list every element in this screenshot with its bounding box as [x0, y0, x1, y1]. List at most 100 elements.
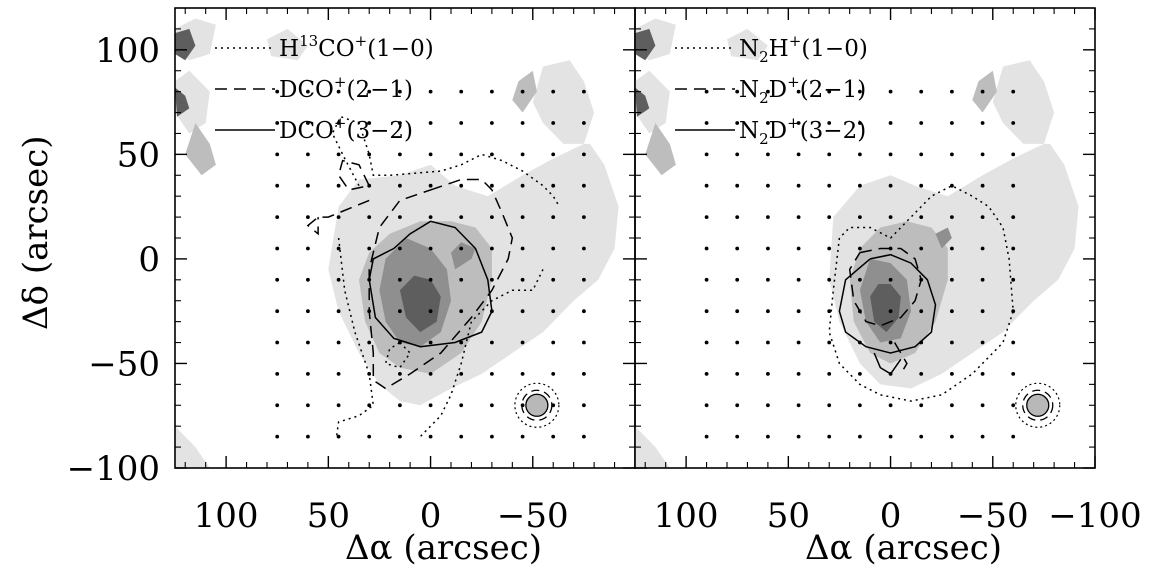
y-tick-label: −50 [88, 344, 160, 384]
intensity-region-level-1 [267, 28, 308, 61]
grid-point [1011, 277, 1016, 282]
left-legend: H13CO+(1−0) DCO+(2−1) DCO+(3−2) [215, 32, 434, 144]
grid-point [827, 152, 832, 157]
grid-point [520, 434, 525, 439]
grid-point [919, 309, 924, 314]
beam-solid [525, 393, 549, 417]
grid-point [827, 183, 832, 188]
grid-point [490, 215, 494, 220]
grid-point [520, 340, 525, 345]
grid-point [520, 372, 525, 376]
grid-point [306, 277, 310, 282]
intensity-region-level-1 [635, 426, 670, 468]
intensity-region-level-1 [727, 28, 768, 61]
grid-point [551, 89, 556, 94]
beam-dashed [1022, 389, 1054, 421]
grid-point [275, 215, 280, 220]
grid-point [827, 277, 832, 282]
grid-point [735, 152, 740, 157]
grid-point [796, 434, 801, 439]
grid-point [919, 215, 924, 220]
grid-point [459, 215, 464, 220]
grid-point [398, 372, 402, 376]
grid-point [275, 372, 280, 376]
grid-point [766, 183, 770, 188]
grid-point [306, 215, 310, 220]
grid-point [520, 215, 525, 220]
grid-point [796, 89, 801, 94]
grid-point [459, 309, 464, 314]
grid-point [980, 340, 985, 345]
grid-point [796, 152, 801, 157]
grid-point [888, 89, 893, 94]
grid-point [306, 340, 310, 345]
grid-point [459, 277, 464, 282]
grid-point [490, 183, 494, 188]
grid-point [275, 403, 280, 408]
grid-point [275, 89, 280, 94]
grid-point [582, 277, 586, 282]
grid-point [1011, 152, 1016, 157]
intensity-region-level-2 [972, 70, 997, 113]
grid-point [336, 152, 341, 157]
grid-point [336, 277, 341, 282]
x-tick-label: 0 [420, 496, 442, 536]
y-tick-label: 0 [138, 240, 160, 280]
grid-point [459, 434, 464, 439]
grid-point [796, 372, 801, 376]
grid-point [735, 246, 740, 251]
grid-point [766, 372, 770, 376]
right-grid-points [704, 89, 1016, 439]
grid-point [459, 121, 464, 125]
grid-point [306, 434, 310, 439]
grid-point [336, 183, 341, 188]
grid-point [1011, 403, 1016, 408]
grid-point [336, 309, 341, 314]
legend-label: N2D+(3−2) [739, 114, 866, 148]
grid-point [275, 340, 280, 345]
grid-point [858, 277, 862, 282]
grid-point [766, 89, 770, 94]
grid-point [582, 403, 586, 408]
grid-point [275, 246, 280, 251]
right-legend: N2H+(1−0) N2D+(2−1) N2D+(3−2) [675, 32, 868, 148]
grid-point [306, 372, 310, 376]
grid-point [796, 309, 801, 314]
right-plot-frame [634, 7, 1096, 469]
legend-label: DCO+(3−2) [279, 114, 413, 144]
grid-point [735, 340, 740, 345]
grid-point [827, 121, 832, 125]
grid-point [398, 309, 402, 314]
right-beam [1015, 382, 1061, 428]
grid-point [306, 403, 310, 408]
grid-point [919, 89, 924, 94]
grid-point [888, 183, 893, 188]
grid-point [551, 246, 556, 251]
grid-point [398, 277, 402, 282]
grid-point [950, 434, 954, 439]
grid-point [336, 340, 341, 345]
grid-point [275, 152, 280, 157]
right-ticks: 100 50 0 −50 −100 [635, 8, 1142, 536]
grid-point [367, 246, 372, 251]
grid-point [306, 152, 310, 157]
grid-point [796, 246, 801, 251]
grid-point [551, 215, 556, 220]
grid-point [704, 340, 709, 345]
grid-point [367, 340, 372, 345]
intensity-region-level-1 [635, 70, 670, 134]
grid-point [980, 183, 985, 188]
grid-point [582, 246, 586, 251]
grid-point [490, 277, 494, 282]
grid-point [459, 340, 464, 345]
x-tick-label: 0 [880, 496, 902, 536]
grid-point [766, 152, 770, 157]
grid-point [1011, 183, 1016, 188]
grid-point [735, 309, 740, 314]
grid-point [490, 372, 494, 376]
grid-point [796, 403, 801, 408]
left-contours [306, 115, 561, 438]
grid-point [858, 183, 862, 188]
grid-point [704, 372, 709, 376]
grid-point [980, 309, 985, 314]
